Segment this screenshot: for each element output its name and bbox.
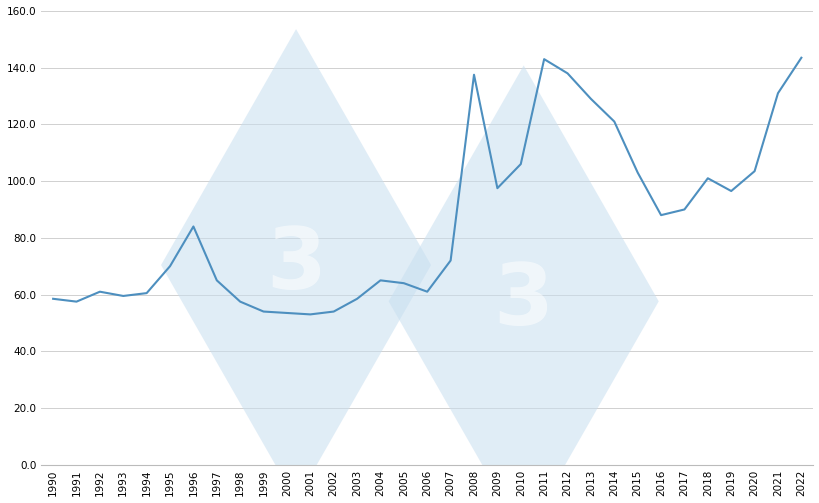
Polygon shape <box>161 29 431 501</box>
Text: 3: 3 <box>265 223 326 306</box>
Text: 3: 3 <box>493 260 553 343</box>
Polygon shape <box>388 65 658 503</box>
